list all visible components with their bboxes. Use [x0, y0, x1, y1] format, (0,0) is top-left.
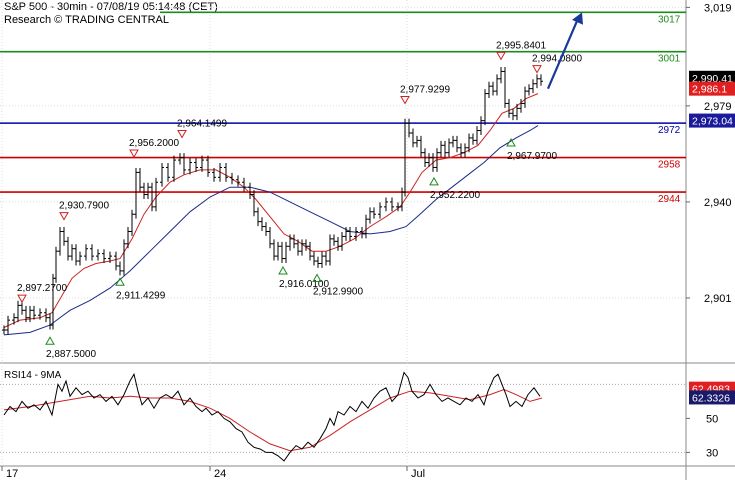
y-tick-label: 2,940	[704, 197, 732, 209]
chart-source: Research © TRADING CENTRAL	[4, 14, 169, 26]
pivot-low-marker	[278, 266, 288, 275]
rsi-title: RSI14 - 9MA	[4, 370, 62, 381]
pivot-low-marker	[312, 273, 322, 282]
pivot-low-label: 2,952.2200	[430, 190, 480, 201]
pivot-low-marker	[429, 176, 439, 186]
pivot-low-label: 2,912.9900	[313, 286, 363, 297]
price-tag	[689, 113, 735, 128]
price-tag	[689, 70, 735, 85]
y-tick-label: 2,901	[704, 293, 732, 305]
level-label: 3001	[658, 54, 681, 65]
pivot-low-label: 2,887.5000	[46, 349, 96, 360]
pivot-low-label: 2,967.9700	[507, 151, 557, 162]
x-tick-label: 24	[214, 468, 226, 480]
price-tag-label: 2,973.04	[692, 116, 733, 128]
x-tick-label: Jul	[411, 468, 425, 480]
pivot-low-marker	[506, 138, 516, 147]
pivot-low-label: 2,911.4299	[116, 290, 166, 301]
pivot-high-label: 2,897.2700	[17, 283, 67, 294]
ma-fast-line	[3, 93, 539, 328]
price-tag-label: 2,986.1	[692, 84, 727, 96]
pivot-high-marker	[400, 96, 410, 105]
pivot-high-label: 2,964.1499	[177, 118, 227, 129]
y-tick-label: 3,019	[704, 2, 732, 14]
pivot-high-label: 2,956.2000	[129, 138, 179, 149]
rsi-tag	[689, 390, 735, 405]
rsi-line	[3, 371, 541, 462]
x-tick-label: 17	[6, 468, 18, 480]
forecast-arrow-head	[572, 12, 584, 25]
pivot-high-label: 2,995.8401	[496, 40, 546, 51]
chart-title: S&P 500 - 30min - 07/08/19 05:14:48 (CET…	[4, 1, 218, 13]
pivot-low-label: 2,916.0100	[279, 279, 329, 290]
y-tick-label: 2,979	[704, 101, 732, 113]
level-label: 2944	[658, 194, 681, 205]
pivot-high-marker	[496, 51, 506, 61]
pivot-low-marker	[45, 336, 55, 345]
pivot-high-label: 2,994.0800	[532, 54, 582, 65]
pivot-high-marker	[59, 212, 69, 221]
level-label: 2958	[658, 160, 681, 171]
price-tag	[689, 81, 735, 96]
level-label: 2972	[658, 125, 681, 136]
forecast-arrow-shaft	[546, 15, 581, 90]
level-label: 3017	[658, 14, 681, 25]
pivot-high-marker	[17, 294, 27, 304]
rsi-y-tick-label: 30	[706, 447, 718, 459]
pivot-high-marker	[129, 149, 139, 159]
pivot-high-label: 2,930.7900	[59, 201, 109, 212]
pivot-high-label: 2,977.9299	[400, 85, 450, 96]
rsi-tag-label: 62.3326	[692, 392, 730, 404]
rsi-ma-line	[3, 388, 543, 452]
ma-slow-line	[3, 125, 539, 336]
rsi-y-tick-label: 50	[706, 413, 718, 425]
pivot-low-marker	[115, 277, 125, 286]
pivot-high-marker	[177, 129, 187, 139]
pivot-high-marker	[532, 65, 542, 74]
